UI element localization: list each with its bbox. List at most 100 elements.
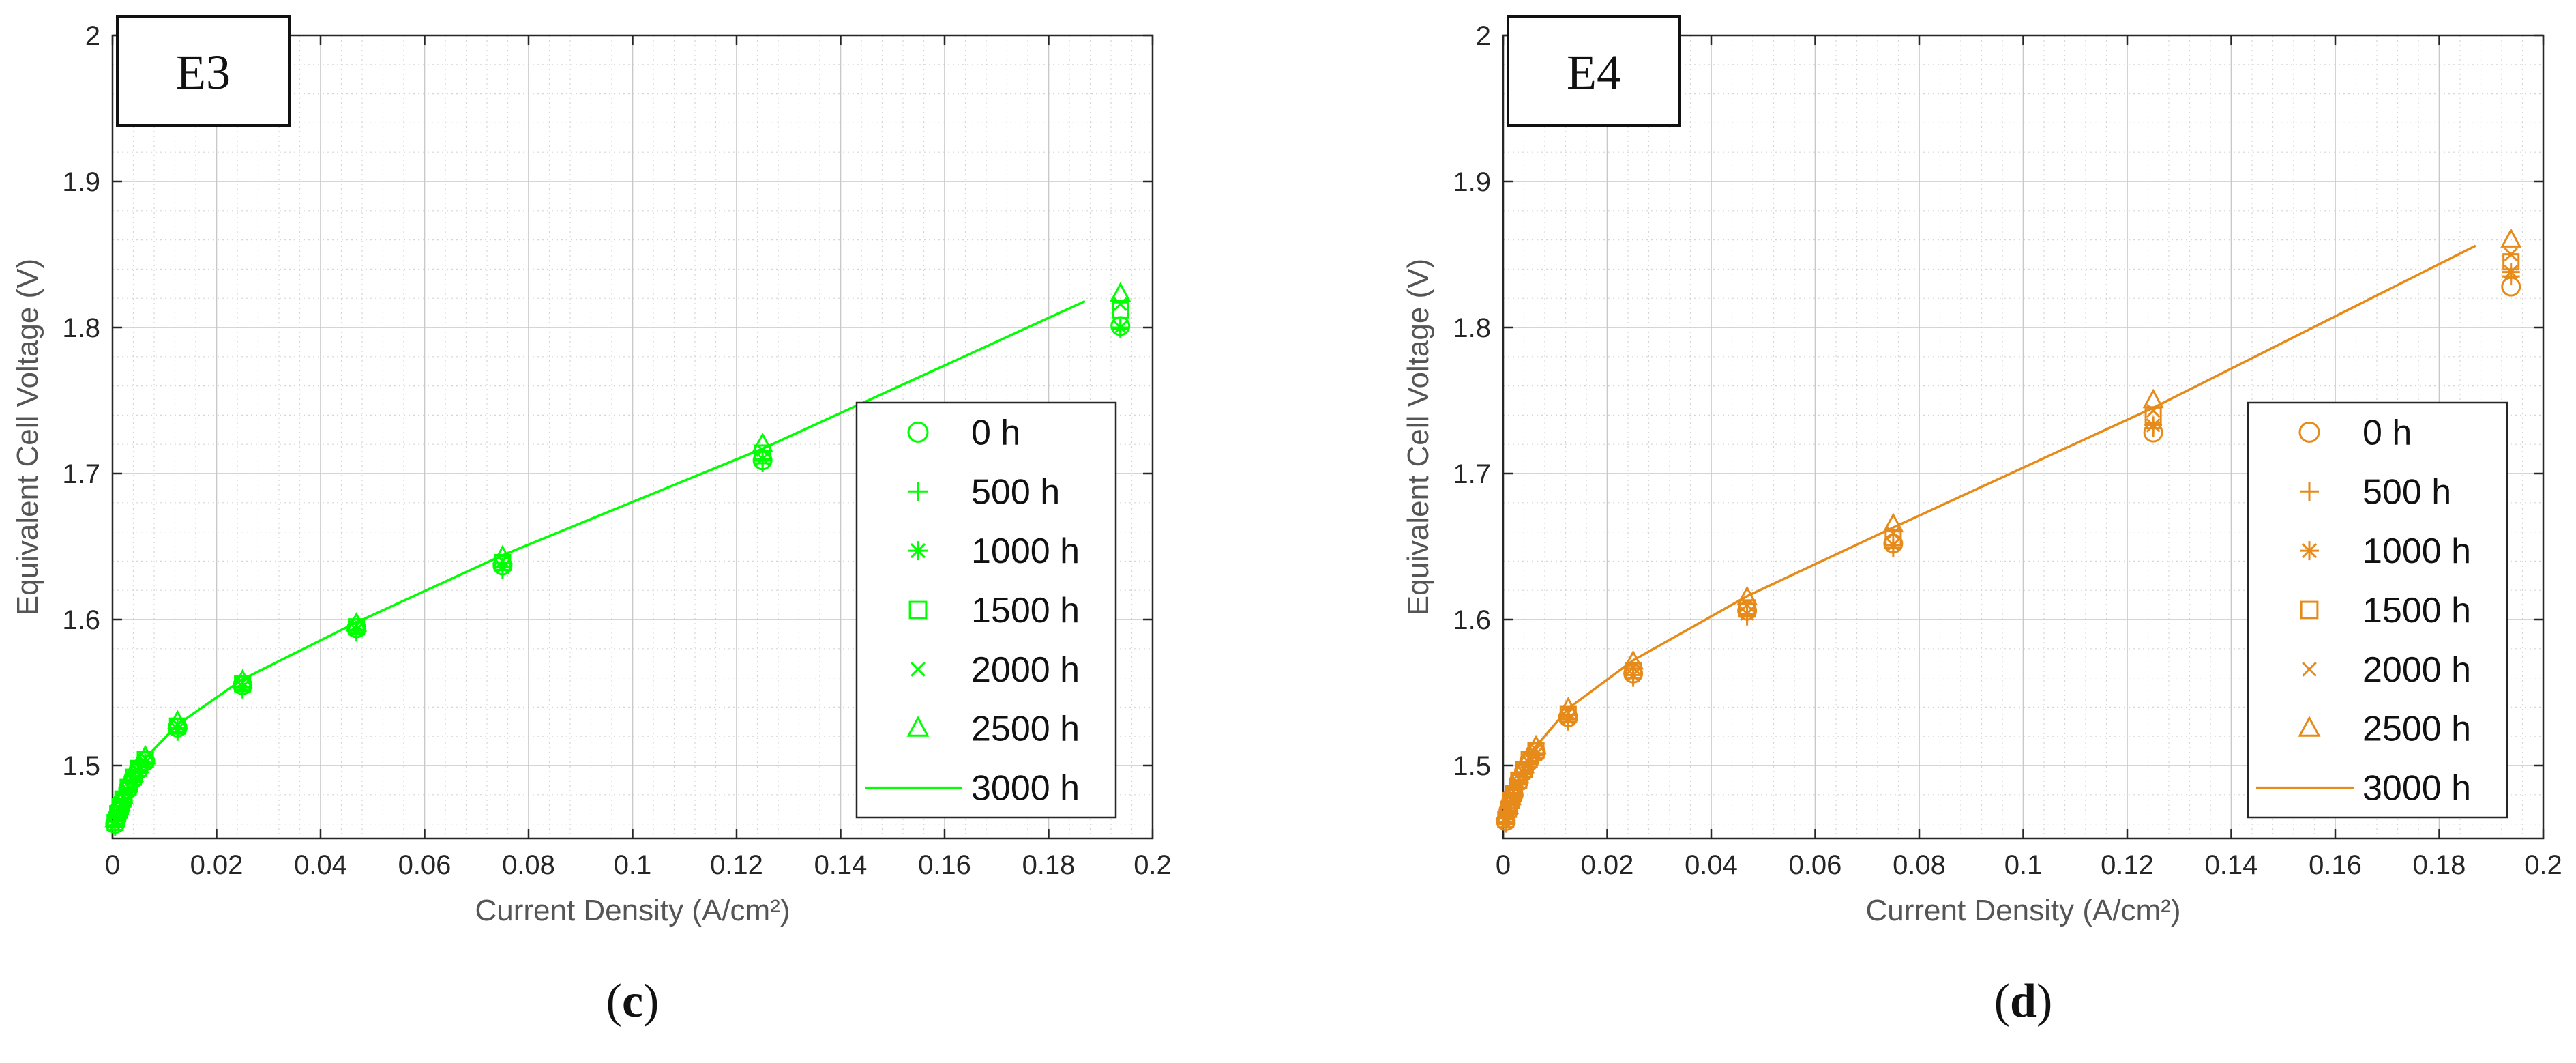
data-point [112,784,134,804]
data-point [1561,705,1575,720]
y-tick-label: 1.6 [62,605,100,635]
series-3000-h [114,300,1086,823]
legend-marker [2302,661,2317,677]
panel-id-box [116,15,291,127]
legend-marker [2298,716,2321,737]
chart-panel-e4: 0 0.02 0.04 0.06 0.08 0.1 0.12 0.14 0.16 0.18 0.2 1… [1402,15,2562,1028]
legend-marker [908,541,928,561]
x-tick-label: 0.08 [502,850,555,880]
data-point [2502,263,2520,281]
legend-entry-label: 1000 h [971,532,1080,571]
legend-marker [908,600,928,620]
series-3000-h [1505,244,2476,820]
ticks: 0 0.02 0.04 0.06 0.08 0.1 0.12 0.14 0.16 0.18 0.2 1… [62,21,1171,880]
data-point [752,432,773,452]
x-tick-label: 0 [105,850,120,880]
data-point [2504,247,2518,262]
data-point [492,544,514,565]
subfigure-letter: d [2010,975,2037,1028]
data-point [1525,734,1547,755]
y-tick-label: 1.6 [1453,605,1491,635]
legend-entry-label: 2500 h [971,710,1080,749]
x-tick-label: 0.06 [1789,850,1842,880]
data-point [1738,605,1756,623]
x-tick-label: 0.02 [190,850,243,880]
legend-entry-label: 3000 h [971,769,1080,809]
x-axis-label: Current Density (A/cm²) [475,894,790,927]
legend-entry-label: 2500 h [2363,710,2471,749]
x-tick-label: 0.2 [1134,850,1172,880]
data-point [1513,753,1535,774]
legend: 0 h 500 h 1000 h 1500 h 2000 h 2500 h 3000 h [2247,401,2508,819]
y-axis-label: Equivalent Cell Voltage (V) [1402,259,1435,615]
series-line [114,300,1086,823]
legend-marker [2300,541,2319,561]
legend-entry-label: 1500 h [2363,591,2471,630]
y-tick-label: 2 [85,21,100,51]
legend-entry-label: 1000 h [2363,532,2471,571]
y-axis-label: Equivalent Cell Voltage (V) [11,259,44,615]
data-point [1495,804,1517,825]
data-point [1736,585,1758,606]
x-tick-label: 0.14 [814,850,868,880]
data-point [1557,697,1579,716]
data-point [1738,599,1756,617]
y-tick-label: 2 [1476,21,1491,51]
data-point [754,450,772,468]
x-tick-label: 0.08 [1893,850,1946,880]
subfigure-letter: c [622,975,643,1028]
x-tick-label: 0.12 [710,850,763,880]
ticks: 0 0.02 0.04 0.06 0.08 0.1 0.12 0.14 0.16 0.18 0.2 1… [1453,21,2562,880]
legend-marker [2300,482,2319,501]
x-tick-label: 0.16 [2309,850,2362,880]
legend-box [855,401,1117,819]
x-tick-label: 0.1 [614,850,652,880]
x-tick-label: 0.14 [2205,850,2258,880]
y-tick-label: 1.8 [1453,313,1491,343]
y-tick-label: 1.7 [1453,459,1491,489]
legend-marker [2298,421,2320,443]
x-axis-label: Current Density (A/cm²) [1865,894,2180,927]
legend-entry-label: 500 h [971,472,1060,512]
subfigure-caption: (c) [606,975,660,1028]
legend-marker [908,482,928,501]
series-2500-h [104,282,1131,828]
legend-entry-label: 3000 h [2363,769,2471,809]
data-point [493,557,512,576]
y-tick-label: 1.5 [1453,751,1491,781]
data-point [1559,710,1578,728]
x-tick-label: 0.04 [294,850,347,880]
data-point [117,772,139,793]
legend-entry-label: 2000 h [2363,650,2471,690]
chart-panel-e3: 0 0.02 0.04 0.06 0.08 0.1 0.12 0.14 0.16 0.18 0.2 1… [11,15,1172,1028]
data-point [1624,666,1642,684]
data-point [1623,650,1644,670]
panel-id-label: E4 [1567,45,1621,100]
panel-id-label: E3 [176,45,231,100]
data-point [1625,662,1642,680]
x-tick-label: 0.04 [1685,850,1738,880]
legend-entry-label: 0 h [971,413,1020,452]
legend-entry-label: 0 h [2363,413,2412,452]
x-tick-label: 0.06 [398,850,451,880]
x-tick-label: 0 [1496,850,1511,880]
legend-entry-label: 2000 h [971,650,1080,690]
legend-box [2247,401,2508,819]
x-tick-label: 0.16 [918,850,971,880]
data-point [1882,512,1904,533]
legend-entry-label: 1500 h [971,591,1080,630]
y-tick-label: 1.8 [62,313,100,343]
data-point [2144,416,2163,435]
x-tick-label: 0.18 [1022,850,1076,880]
x-tick-label: 0.1 [2004,850,2043,880]
data-point [1110,282,1131,302]
subfigure-caption: (d) [1994,975,2053,1028]
data-point [1112,301,1129,319]
y-tick-label: 1.9 [62,167,100,197]
series-line [1505,244,2476,820]
x-tick-label: 0.02 [1581,850,1634,880]
legend-marker [911,661,926,677]
data-point [1111,319,1129,336]
data-point [754,444,771,462]
data-point [1508,763,1530,784]
